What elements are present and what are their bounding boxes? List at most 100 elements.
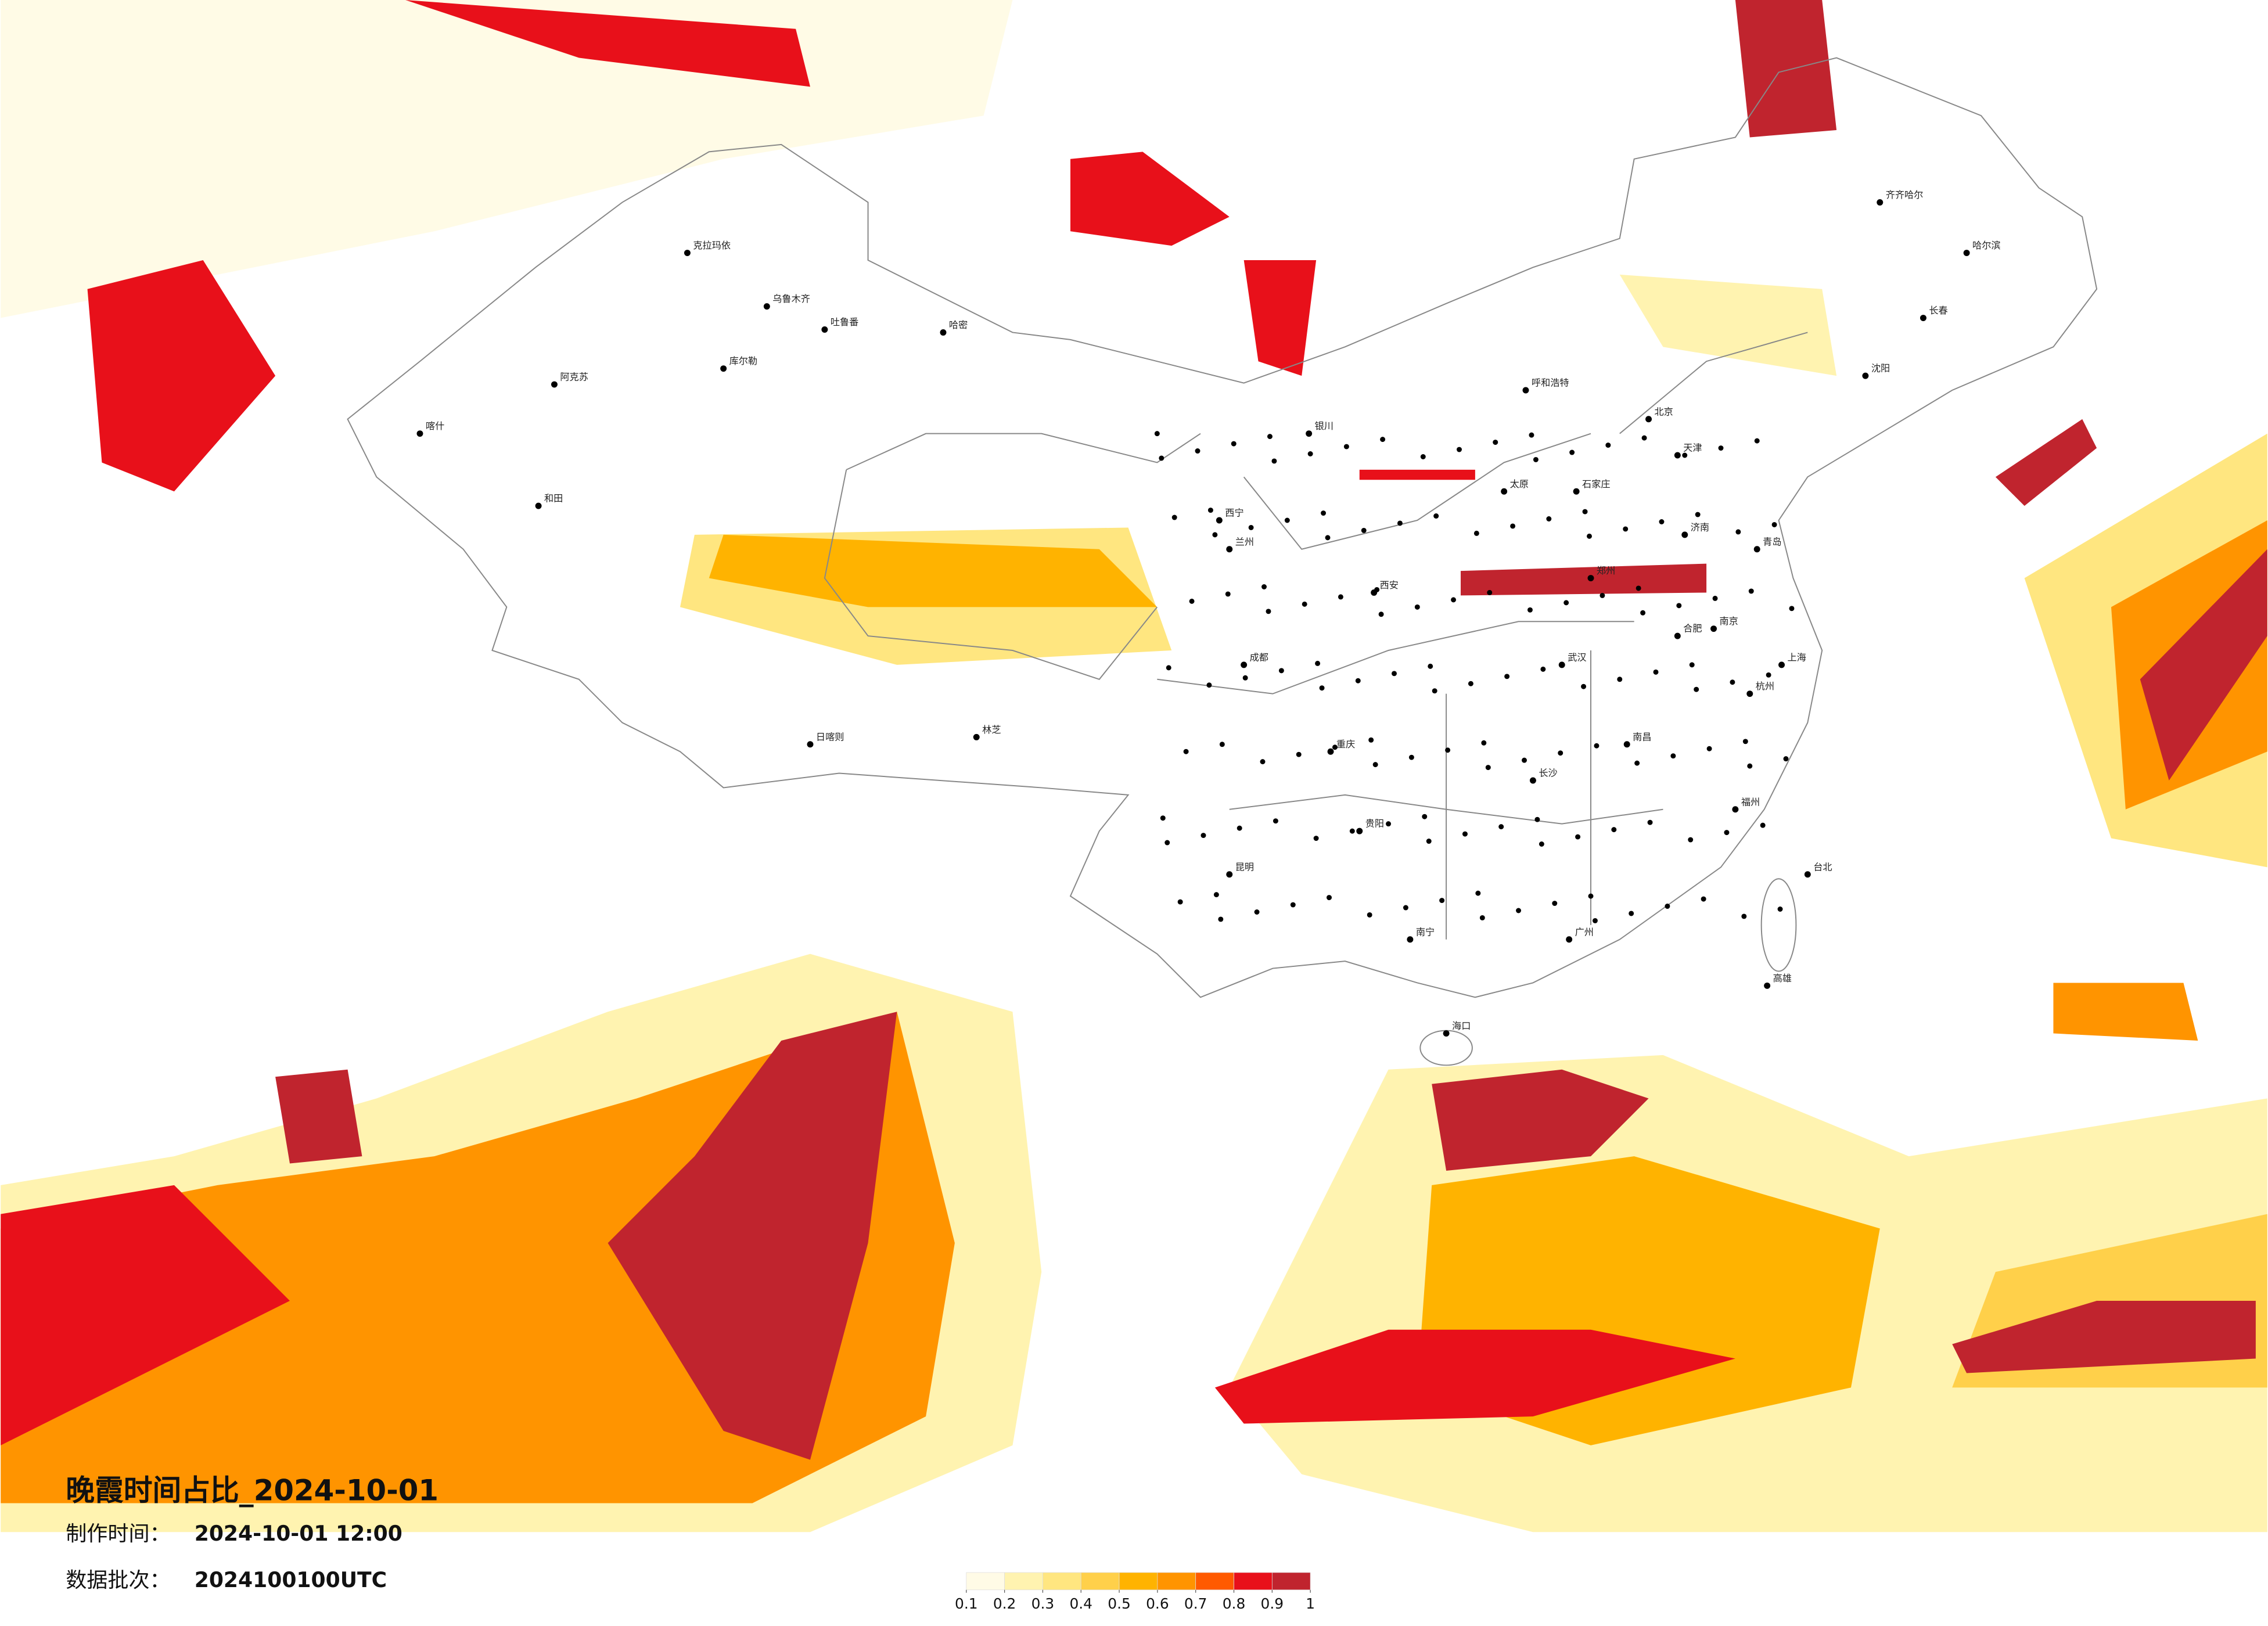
station-dot bbox=[1527, 607, 1533, 613]
city-dot bbox=[1746, 690, 1753, 697]
station-dot bbox=[1343, 444, 1349, 449]
station-dot bbox=[1468, 681, 1473, 686]
station-dot bbox=[1689, 662, 1695, 668]
city-label: 哈尔滨 bbox=[1972, 240, 2000, 251]
station-dot bbox=[1195, 448, 1201, 454]
station-dot bbox=[1225, 591, 1231, 597]
city-label: 林芝 bbox=[982, 724, 1001, 735]
heat-area bbox=[1, 1185, 290, 1445]
station-dot bbox=[1623, 526, 1629, 532]
station-dot bbox=[1605, 443, 1611, 448]
station-dot bbox=[1313, 836, 1319, 841]
station-dot bbox=[1539, 841, 1544, 847]
heat-area bbox=[709, 534, 1158, 607]
station-dot bbox=[1261, 584, 1267, 589]
city-label: 高雄 bbox=[1773, 973, 1792, 984]
city-dot bbox=[1920, 315, 1926, 322]
legend-swatch bbox=[1119, 1572, 1158, 1591]
city-dot bbox=[1443, 1030, 1450, 1037]
legend-tick-label: 0.3 bbox=[1031, 1595, 1055, 1612]
station-dot bbox=[1581, 684, 1587, 689]
legend-swatch bbox=[1080, 1572, 1120, 1591]
station-dot bbox=[1218, 916, 1224, 922]
legend: 0.1 0.2 0.3 0.4 0.5 0.6 0.7 0.8 0.9 1 bbox=[955, 1572, 1315, 1612]
station-dot bbox=[1273, 818, 1278, 824]
station-dot bbox=[1706, 746, 1712, 751]
station-dot bbox=[1166, 665, 1171, 671]
station-dot bbox=[1485, 765, 1491, 771]
country-border bbox=[347, 57, 2098, 998]
station-dot bbox=[1712, 595, 1718, 601]
station-dot bbox=[1540, 666, 1546, 672]
station-dot bbox=[1724, 830, 1730, 836]
station-dot bbox=[1213, 892, 1219, 898]
city-dot bbox=[1501, 488, 1508, 495]
heat-area bbox=[87, 260, 276, 492]
station-dot bbox=[1242, 675, 1248, 681]
station-dot bbox=[1171, 515, 1177, 520]
heat-area bbox=[2140, 549, 2267, 780]
city-label: 石家庄 bbox=[1582, 479, 1610, 490]
city-label: 南宁 bbox=[1416, 926, 1435, 937]
legend-tick-label: 0.6 bbox=[1146, 1595, 1169, 1612]
city-label: 西安 bbox=[1380, 580, 1399, 591]
station-dot bbox=[1558, 750, 1563, 756]
city-label: 阿克苏 bbox=[560, 372, 588, 383]
heat-area bbox=[608, 1012, 897, 1460]
station-dot bbox=[1617, 677, 1623, 682]
station-dot bbox=[1510, 523, 1516, 529]
station-dot bbox=[1493, 440, 1498, 445]
city-dot bbox=[1623, 741, 1630, 748]
heat-area bbox=[1735, 0, 1837, 138]
city-label: 杭州 bbox=[1756, 681, 1774, 692]
city-label: 乌鲁木齐 bbox=[772, 293, 810, 304]
station-dot bbox=[1522, 757, 1527, 763]
station-dot bbox=[1321, 510, 1327, 516]
legend-tick-label: 0.8 bbox=[1223, 1595, 1246, 1612]
heat-area bbox=[1070, 152, 1230, 246]
legend-tick-label: 0.1 bbox=[955, 1595, 978, 1612]
city-dot bbox=[1216, 517, 1223, 524]
city-label: 北京 bbox=[1655, 406, 1673, 417]
station-dot bbox=[1742, 739, 1748, 744]
station-dot bbox=[1647, 819, 1653, 825]
station-dot bbox=[1487, 589, 1493, 595]
station-dot bbox=[1754, 438, 1760, 444]
city-dot bbox=[1529, 777, 1536, 784]
station-dot bbox=[1212, 532, 1218, 538]
legend-swatch bbox=[1157, 1572, 1196, 1591]
station-dot bbox=[1372, 762, 1378, 768]
station-dot bbox=[1587, 533, 1592, 539]
station-dot bbox=[1422, 814, 1428, 819]
station-dot bbox=[1432, 688, 1437, 694]
city-label: 西宁 bbox=[1225, 508, 1243, 519]
title: 晚霞时间占比_2024-10-01 bbox=[66, 1473, 438, 1507]
city-label: 福州 bbox=[1741, 796, 1760, 807]
station-dot bbox=[1629, 911, 1634, 916]
station-dot bbox=[1563, 600, 1569, 606]
city-label: 日喀则 bbox=[816, 731, 844, 742]
legend-tick-label: 0.7 bbox=[1184, 1595, 1207, 1612]
station-dot bbox=[1479, 915, 1485, 920]
city-dot bbox=[1522, 387, 1529, 394]
city-dot bbox=[1732, 806, 1739, 813]
station-dot bbox=[1367, 912, 1372, 918]
legend-swatch bbox=[1234, 1572, 1273, 1591]
station-dot bbox=[1592, 918, 1598, 923]
legend-swatch bbox=[966, 1572, 1005, 1591]
heat-area bbox=[1460, 563, 1707, 596]
station-dot bbox=[1267, 434, 1273, 440]
city-label: 哈密 bbox=[949, 319, 968, 330]
station-dot bbox=[1475, 890, 1481, 896]
city-dot bbox=[1226, 546, 1233, 553]
station-dot bbox=[1284, 517, 1290, 523]
station-dot bbox=[1473, 530, 1479, 536]
city-dot bbox=[1226, 871, 1233, 878]
city-dot bbox=[1862, 372, 1869, 379]
station-dot bbox=[1420, 454, 1426, 459]
city-dot bbox=[1241, 661, 1248, 668]
city-dot bbox=[551, 381, 558, 388]
